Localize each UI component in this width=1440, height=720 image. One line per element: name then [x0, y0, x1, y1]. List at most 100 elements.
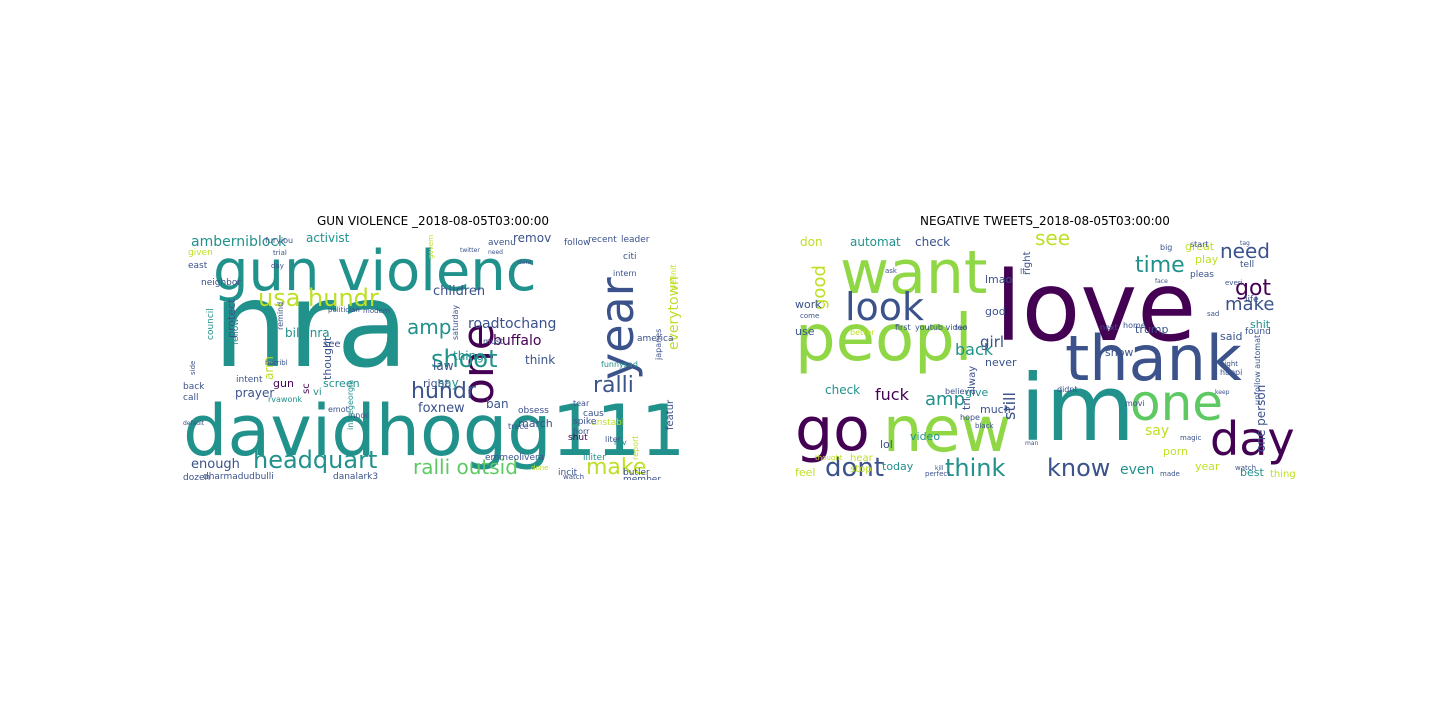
cloud-word: use — [795, 325, 815, 338]
cloud-word: side — [189, 361, 197, 375]
cloud-word: great — [1185, 240, 1215, 253]
cloud-word: want — [840, 238, 987, 308]
cloud-word: one — [1130, 374, 1223, 432]
cloud-word: girl — [980, 333, 1004, 351]
cloud-word: remov — [513, 231, 551, 245]
cloud-word: everi — [1225, 279, 1243, 287]
cloud-word: saturday — [451, 305, 460, 340]
cloud-word: innoc — [348, 411, 370, 420]
cloud-word: new — [883, 393, 1011, 466]
cloud-word: enough — [191, 457, 240, 472]
cloud-word: amberniblock — [191, 234, 287, 250]
cloud-word: rev — [614, 438, 627, 447]
cloud-word: neighbor — [201, 278, 241, 288]
cloud-word: first — [895, 323, 911, 332]
cloud-word: next — [1100, 323, 1118, 332]
cloud-word: start — [1190, 240, 1209, 249]
cloud-word: gun — [273, 377, 294, 390]
cloud-word: modern — [363, 307, 390, 315]
panel-title-gun-violence: GUN VIOLENCE _2018-08-05T03:00:00 — [316, 214, 550, 228]
cloud-word: billynra — [285, 326, 330, 340]
cloud-word: obsess — [518, 406, 549, 416]
cloud-word: watch — [563, 473, 584, 480]
cloud-word: caus — [583, 409, 604, 419]
cloud-word: remind — [276, 302, 285, 330]
cloud-word: better — [850, 328, 875, 337]
cloud-word: im — [1020, 355, 1135, 462]
cloud-word: horribl — [265, 359, 288, 367]
cloud-word: movi — [1125, 399, 1145, 408]
cloud-word: tag — [1240, 240, 1250, 247]
cloud-word: say — [438, 376, 459, 390]
cloud-word: law — [433, 359, 454, 373]
cloud-word: leader — [621, 235, 650, 245]
cloud-word: god — [985, 305, 1006, 318]
cloud-word: ask — [885, 267, 898, 275]
cloud-word: emot — [328, 405, 349, 414]
cloud-word: go — [795, 395, 870, 465]
cloud-word: definit — [669, 265, 678, 290]
cloud-word: nra — [213, 256, 409, 394]
cloud-word: magic — [1180, 434, 1201, 442]
cloud-word: shoot — [431, 345, 498, 373]
cloud-word: intern — [613, 269, 637, 278]
cloud-word: given — [188, 248, 213, 258]
cloud-word: japanes — [654, 329, 663, 361]
cloud-word: come — [800, 312, 819, 320]
cloud-word: perfect — [925, 470, 950, 478]
cloud-word: need — [488, 249, 503, 256]
cloud-word: good — [809, 265, 830, 310]
cloud-word: lmao — [985, 273, 1013, 286]
cloud-word: shit — [1250, 318, 1271, 331]
cloud-word: shut — [568, 433, 588, 443]
cloud-word: see — [1035, 230, 1070, 250]
cloud-word: ralli — [593, 373, 634, 398]
cloud-word: call — [183, 393, 198, 403]
cloud-word: back — [955, 340, 994, 359]
cloud-word: fellow — [231, 318, 241, 345]
cloud-word: sad — [1207, 310, 1219, 318]
cloud-word: done — [531, 464, 548, 472]
cloud-word: horr — [573, 427, 590, 436]
cloud-word: unfollow automat — [1253, 335, 1262, 405]
cloud-word: play — [1195, 253, 1219, 266]
cloud-word: trace — [508, 422, 529, 431]
cloud-word: trump — [1135, 323, 1169, 336]
cloud-word: right — [423, 377, 450, 390]
cloud-word: back — [183, 382, 205, 392]
cloud-word: featur — [665, 399, 676, 430]
cloud-word: tri — [960, 398, 973, 410]
cloud-word: think — [525, 353, 555, 367]
cloud-word: everytown — [666, 276, 682, 350]
cloud-word: ralli outsid — [413, 455, 518, 479]
cloud-word: twitter — [460, 247, 480, 254]
cloud-word: davidhogg111 — [183, 390, 683, 472]
cloud-word: black — [975, 422, 995, 430]
cloud-word: protect — [225, 298, 238, 338]
cloud-word: believ — [945, 387, 969, 396]
cloud-word: arm — [262, 356, 276, 380]
cloud-word: love — [995, 251, 1196, 363]
cloud-word: govern — [427, 235, 435, 259]
cloud-word: tell — [1240, 260, 1254, 270]
cloud-word: ban — [486, 397, 509, 411]
cloud-word: life — [1245, 295, 1259, 305]
cloud-word: default — [183, 420, 205, 427]
cloud-word: watch — [1235, 464, 1256, 472]
cloud-word: got — [1235, 276, 1271, 301]
cloud-word: even — [1120, 462, 1154, 478]
cloud-word: pleas — [1190, 270, 1214, 280]
cloud-word: hundr — [411, 379, 477, 404]
cloud-word: one — [453, 323, 504, 405]
cloud-word: politician — [328, 306, 360, 314]
cloud-word: danalark3 — [333, 472, 378, 480]
cloud-word: alway — [967, 366, 978, 395]
cloud-word: day — [271, 262, 284, 270]
cloud-word: year — [590, 277, 644, 380]
cloud-word: furyiou — [265, 236, 293, 245]
cloud-word: thing — [453, 349, 484, 363]
cloud-word: need — [1220, 239, 1270, 263]
cloud-word: fuck — [875, 385, 910, 404]
cloud-word: don — [800, 235, 823, 249]
